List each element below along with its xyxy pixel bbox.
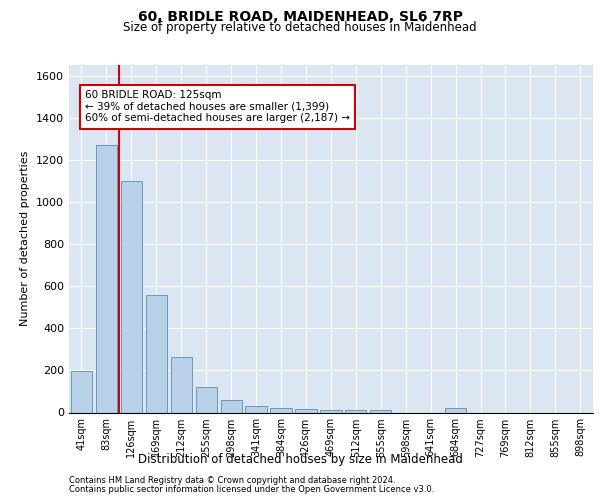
Bar	[245, 406, 266, 412]
Text: Contains public sector information licensed under the Open Government Licence v3: Contains public sector information licen…	[69, 485, 434, 494]
Text: 60, BRIDLE ROAD, MAIDENHEAD, SL6 7RP: 60, BRIDLE ROAD, MAIDENHEAD, SL6 7RP	[137, 10, 463, 24]
Bar	[221, 400, 242, 412]
Bar	[146, 296, 167, 412]
Text: Size of property relative to detached houses in Maidenhead: Size of property relative to detached ho…	[123, 22, 477, 35]
Bar	[196, 387, 217, 412]
Bar	[71, 371, 92, 412]
Bar	[96, 145, 117, 412]
Bar	[170, 356, 192, 412]
Bar	[295, 409, 317, 412]
Bar	[370, 410, 391, 412]
Text: Distribution of detached houses by size in Maidenhead: Distribution of detached houses by size …	[137, 452, 463, 466]
Bar	[320, 410, 341, 412]
Bar	[271, 408, 292, 412]
Bar	[445, 408, 466, 412]
Bar	[121, 181, 142, 412]
Y-axis label: Number of detached properties: Number of detached properties	[20, 151, 31, 326]
Text: 60 BRIDLE ROAD: 125sqm
← 39% of detached houses are smaller (1,399)
60% of semi-: 60 BRIDLE ROAD: 125sqm ← 39% of detached…	[85, 90, 350, 124]
Text: Contains HM Land Registry data © Crown copyright and database right 2024.: Contains HM Land Registry data © Crown c…	[69, 476, 395, 485]
Bar	[345, 410, 367, 412]
